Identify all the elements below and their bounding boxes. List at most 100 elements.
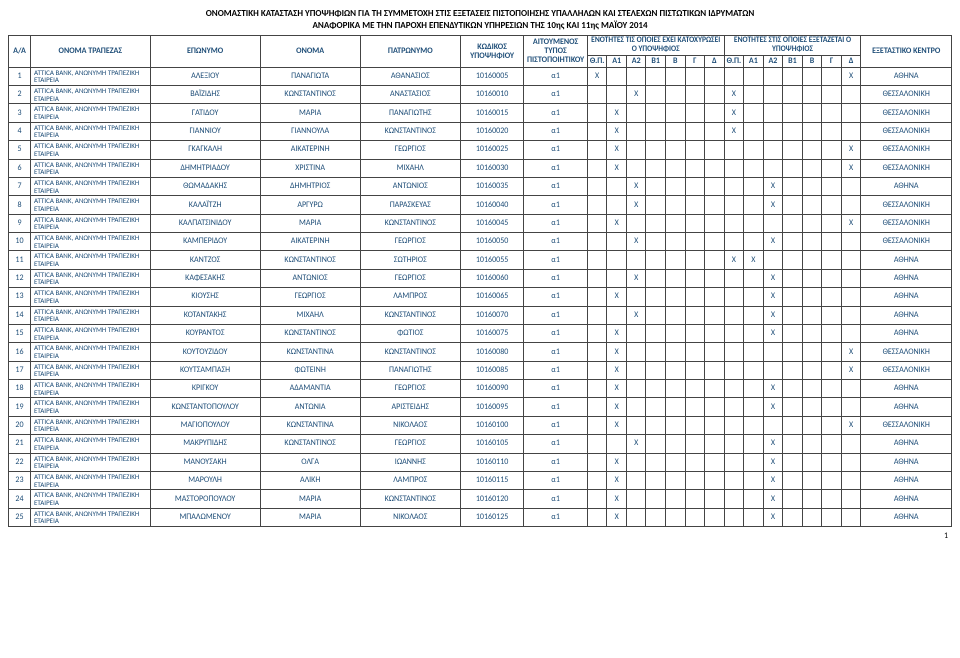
- cell-g2-6: [841, 324, 861, 342]
- cell-bank: ATTICA BANK, ΑΝΩΝΥΜΗ ΤΡΑΠΕΖΙΚΗ ΕΤΑΙΡΕΙΑ: [30, 67, 150, 85]
- cell-g1-0: [587, 196, 607, 214]
- cell-g1-1: X: [607, 361, 627, 379]
- cell-g1-4: [665, 306, 685, 324]
- cell-g2-0: [724, 508, 744, 526]
- cell-g1-6: [705, 86, 725, 104]
- cell-typos: α1: [524, 398, 588, 416]
- cell-g1-2: [626, 361, 646, 379]
- cell-kentro: ΑΘΗΝΑ: [861, 471, 952, 489]
- cell-g2-5: [822, 306, 842, 324]
- cell-g1-4: [665, 508, 685, 526]
- cell-g2-3: [783, 67, 803, 85]
- cell-g2-1: [744, 177, 764, 195]
- cell-g2-6: [841, 380, 861, 398]
- cell-onoma: ΜΙΧΑΗΛ: [260, 306, 360, 324]
- cell-g1-0: [587, 471, 607, 489]
- cell-g1-3: [646, 490, 666, 508]
- cell-aa: 11: [9, 251, 31, 269]
- cell-bank: ATTICA BANK, ΑΝΩΝΥΜΗ ΤΡΑΠΕΖΙΚΗ ΕΤΑΙΡΕΙΑ: [30, 306, 150, 324]
- cell-g2-3: [783, 361, 803, 379]
- cell-g2-1: [744, 361, 764, 379]
- cell-g1-4: [665, 380, 685, 398]
- th-kentro: ΕΞΕΤΑΣΤΙΚΟ ΚΕΝΤΡΟ: [861, 36, 952, 67]
- cell-g1-2: [626, 508, 646, 526]
- cell-g2-1: [744, 508, 764, 526]
- cell-g2-0: [724, 416, 744, 434]
- cell-g1-4: [665, 104, 685, 122]
- cell-kentro: ΘΕΣΣΑΛΟΝΙΚΗ: [861, 214, 952, 232]
- cell-kentro: ΑΘΗΝΑ: [861, 177, 952, 195]
- cell-patronymo: ΜΙΧΑΗΛ: [360, 159, 460, 177]
- cell-g1-2: [626, 141, 646, 159]
- cell-kentro: ΑΘΗΝΑ: [861, 269, 952, 287]
- cell-g2-5: [822, 361, 842, 379]
- cell-g2-5: [822, 471, 842, 489]
- cell-typos: α1: [524, 288, 588, 306]
- cell-g1-6: [705, 196, 725, 214]
- cell-patronymo: ΠΑΝΑΓΙΩΤΗΣ: [360, 104, 460, 122]
- cell-g2-3: [783, 122, 803, 140]
- cell-g1-4: [665, 214, 685, 232]
- cell-g1-2: [626, 67, 646, 85]
- cell-g2-6: [841, 508, 861, 526]
- cell-kentro: ΘΕΣΣΑΛΟΝΙΚΗ: [861, 416, 952, 434]
- cell-g2-2: [763, 141, 783, 159]
- cell-g1-6: [705, 416, 725, 434]
- cell-g2-6: X: [841, 361, 861, 379]
- cell-g2-1: [744, 104, 764, 122]
- cell-kentro: ΘΕΣΣΑΛΟΝΙΚΗ: [861, 141, 952, 159]
- th-group2: ΕΝΟΤΗΤΕΣ ΣΤΙΣ ΟΠΟΙΕΣ ΕΞΕΤΑΖΕΤΑΙ Ο ΥΠΟΨΗΦ…: [724, 36, 861, 56]
- cell-g1-2: [626, 416, 646, 434]
- cell-kentro: ΑΘΗΝΑ: [861, 324, 952, 342]
- th-g2-b: Β: [802, 55, 822, 67]
- cell-patronymo: ΓΕΩΡΓΙΟΣ: [360, 233, 460, 251]
- cell-g1-3: [646, 196, 666, 214]
- cell-g1-3: [646, 288, 666, 306]
- cell-g2-0: X: [724, 251, 744, 269]
- cell-g2-3: [783, 159, 803, 177]
- cell-g1-3: [646, 416, 666, 434]
- cell-g1-2: [626, 214, 646, 232]
- cell-onoma: ΠΑΝΑΓΙΩΤΑ: [260, 67, 360, 85]
- cell-patronymo: ΝΙΚΟΛΑΟΣ: [360, 416, 460, 434]
- table-row: 16ATTICA BANK, ΑΝΩΝΥΜΗ ΤΡΑΠΕΖΙΚΗ ΕΤΑΙΡΕΙ…: [9, 343, 952, 361]
- cell-g2-0: [724, 177, 744, 195]
- cell-bank: ATTICA BANK, ΑΝΩΝΥΜΗ ΤΡΑΠΕΖΙΚΗ ΕΤΑΙΡΕΙΑ: [30, 508, 150, 526]
- cell-g1-0: [587, 306, 607, 324]
- cell-typos: α1: [524, 233, 588, 251]
- cell-typos: α1: [524, 380, 588, 398]
- cell-g2-4: [802, 490, 822, 508]
- cell-g2-3: [783, 453, 803, 471]
- cell-g2-4: [802, 86, 822, 104]
- cell-bank: ATTICA BANK, ΑΝΩΝΥΜΗ ΤΡΑΠΕΖΙΚΗ ΕΤΑΙΡΕΙΑ: [30, 380, 150, 398]
- cell-patronymo: ΙΩΑΝΝΗΣ: [360, 453, 460, 471]
- cell-g1-0: [587, 361, 607, 379]
- cell-g1-5: [685, 380, 705, 398]
- th-group1: ΕΝΟΤΗΤΕΣ ΤΙΣ ΟΠΟΙΕΣ ΕΧΕΙ ΚΑΤΟΧΥΡΩΣΕΙ Ο Υ…: [587, 36, 724, 56]
- cell-g2-6: X: [841, 214, 861, 232]
- cell-g2-3: [783, 141, 803, 159]
- cell-g1-3: [646, 380, 666, 398]
- cell-kentro: ΑΘΗΝΑ: [861, 251, 952, 269]
- cell-g1-2: X: [626, 233, 646, 251]
- cell-g2-0: X: [724, 122, 744, 140]
- cell-g1-4: [665, 196, 685, 214]
- cell-g1-5: [685, 398, 705, 416]
- cell-g1-3: [646, 141, 666, 159]
- cell-onoma: ΚΩΝΣΤΑΝΤΙΝΟΣ: [260, 251, 360, 269]
- cell-g1-3: [646, 508, 666, 526]
- cell-g2-1: [744, 196, 764, 214]
- cell-g2-3: [783, 398, 803, 416]
- cell-g2-4: [802, 251, 822, 269]
- cell-g2-4: [802, 453, 822, 471]
- cell-g2-2: X: [763, 453, 783, 471]
- cell-g2-6: [841, 122, 861, 140]
- cell-g2-2: X: [763, 398, 783, 416]
- table-row: 12ATTICA BANK, ΑΝΩΝΥΜΗ ΤΡΑΠΕΖΙΚΗ ΕΤΑΙΡΕΙ…: [9, 269, 952, 287]
- cell-g2-3: [783, 86, 803, 104]
- cell-onoma: ΚΩΝΣΤΑΝΤΙΝΟΣ: [260, 86, 360, 104]
- cell-g1-5: [685, 159, 705, 177]
- title-line-2: ΑΝΑΦΟΡΙΚΑ ΜΕ ΤΗΝ ΠΑΡΟΧΗ ΕΠΕΝΔΥΤΙΚΩΝ ΥΠΗΡ…: [8, 20, 952, 32]
- cell-patronymo: ΛΑΜΠΡΟΣ: [360, 288, 460, 306]
- candidates-table: Α/Α ΟΝΟΜΑ ΤΡΑΠΕΖΑΣ ΕΠΩΝΥΜΟ ΟΝΟΜΑ ΠΑΤΡΩΝΥ…: [8, 35, 952, 527]
